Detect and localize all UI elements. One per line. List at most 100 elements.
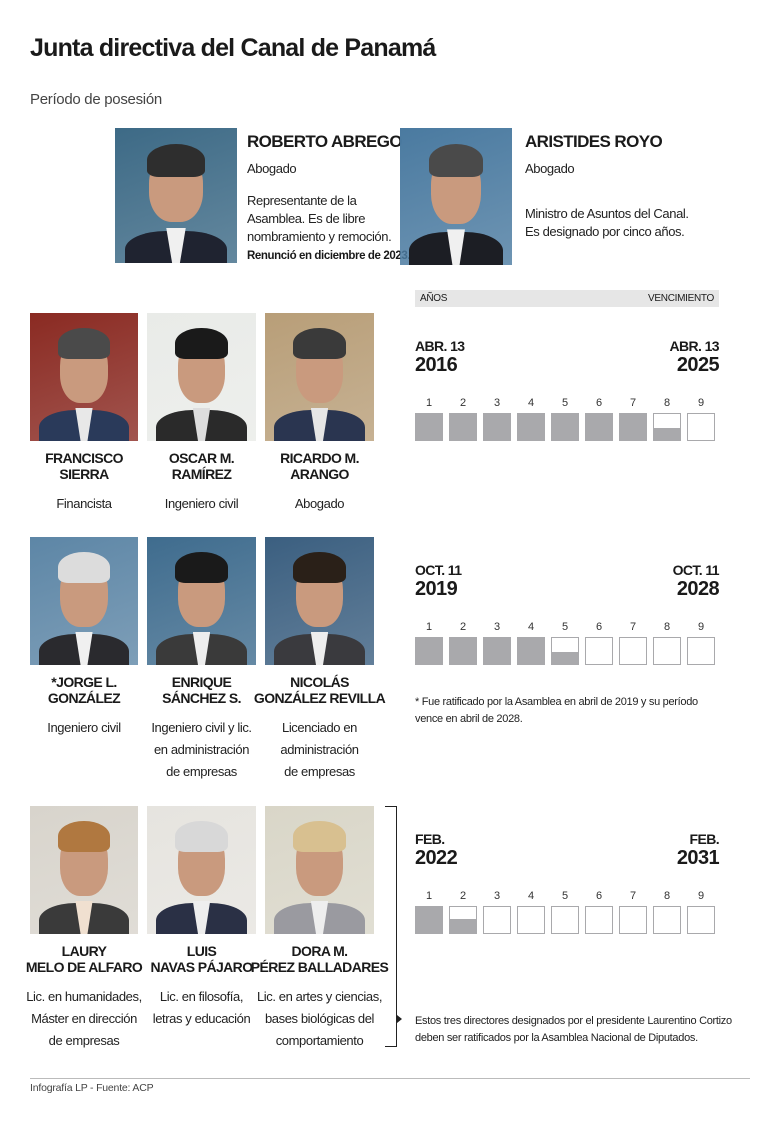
member-role: Financista: [14, 493, 154, 515]
shirt-shape: [310, 631, 329, 665]
year-number: 7: [629, 397, 637, 409]
role-line: Lic. en filosofía,: [159, 989, 244, 1004]
hair-shape: [175, 328, 228, 360]
shirt-shape: [192, 631, 211, 665]
hair-shape: [175, 552, 228, 584]
year-number: 6: [595, 621, 603, 633]
year-number: 3: [493, 397, 501, 409]
name-line: RICARDO M.: [280, 450, 359, 466]
year-number: 6: [595, 397, 603, 409]
year-progress-fill: [586, 414, 612, 440]
start-year: 2019: [415, 578, 458, 600]
page-title: Junta directiva del Canal de Panamá: [30, 34, 436, 62]
role-line: Licenciado en: [281, 720, 358, 735]
bracket-arrow-icon: [397, 1015, 402, 1023]
member-role: Abogado: [525, 161, 575, 176]
name-line: MELO DE ALFARO: [25, 959, 143, 975]
photo-roberto-abrego: [115, 128, 237, 263]
year-number: 9: [697, 890, 705, 902]
end-month: FEB.: [689, 831, 720, 847]
role-line: en administración: [153, 742, 250, 757]
year-progress-box: [619, 906, 647, 934]
member-name: *JORGE L. GONZÁLEZ: [14, 674, 154, 706]
member-name: ROBERTO ABREGO: [247, 132, 403, 151]
role-line: Ingeniero civil: [164, 496, 239, 511]
name-line: GONZÁLEZ REVILLA: [253, 690, 386, 706]
year-progress-box: [551, 637, 579, 665]
member-description: Ministro de Asuntos del Canal. Es design…: [525, 206, 689, 239]
name-line: RAMÍREZ: [171, 466, 232, 482]
group-note: Estos tres directores designados por el …: [415, 1015, 732, 1044]
member-photo: [265, 537, 374, 665]
year-number: 8: [663, 890, 671, 902]
member-photo: [147, 806, 256, 934]
name-line: LUIS: [186, 943, 217, 959]
role-line: Ingeniero civil y lic.: [151, 720, 252, 735]
year-progress-box: [687, 413, 715, 441]
role-line: Ingeniero civil: [47, 720, 121, 735]
member-role: Abogado: [250, 493, 390, 515]
name-line: NICOLÁS: [290, 674, 349, 690]
year-number: 7: [629, 890, 637, 902]
role-line: Lic. en humanidades,: [26, 989, 142, 1004]
term-end: FEB. 2031: [676, 831, 720, 869]
year-progress-box: [687, 906, 715, 934]
shirt-shape: [447, 229, 465, 265]
year-progress-box: [517, 637, 545, 665]
member-role: Ingeniero civil: [132, 493, 272, 515]
member-role: Ingeniero civil: [14, 717, 154, 739]
member-name: ENRIQUE SÁNCHEZ S.: [132, 674, 272, 706]
member-photo: [30, 806, 138, 934]
year-number: 4: [527, 890, 535, 902]
name-line: DORA M.: [291, 943, 349, 959]
year-progress-box: [653, 413, 681, 441]
year-progress-fill: [450, 918, 476, 933]
end-month: OCT. 11: [672, 562, 720, 578]
year-progress-box: [585, 413, 613, 441]
role-line: administración: [280, 742, 359, 757]
start-month: FEB.: [415, 831, 445, 847]
member-name: LAURY MELO DE ALFARO: [14, 943, 154, 975]
hair-shape: [293, 552, 346, 584]
end-year: 2028: [676, 578, 720, 600]
year-progress-fill: [450, 414, 476, 440]
year-number: 4: [527, 621, 535, 633]
year-number: 3: [493, 621, 501, 633]
shirt-shape: [75, 407, 93, 441]
term-end: OCT. 11 2028: [672, 562, 720, 600]
hair-shape: [146, 144, 206, 177]
shirt-shape: [192, 407, 211, 441]
year-progress-box: [619, 413, 647, 441]
end-month: ABR. 13: [669, 338, 720, 354]
member-role: Lic. en artes y ciencias, bases biológica…: [250, 986, 390, 1052]
year-progress-box: [551, 906, 579, 934]
year-progress-fill: [450, 638, 476, 664]
member-photo: [265, 806, 374, 934]
hair-shape: [429, 144, 483, 178]
role-line: Abogado: [294, 496, 345, 511]
start-month: ABR. 13: [415, 338, 465, 354]
year-number: 1: [425, 397, 433, 409]
name-line: PÉREZ BALLADARES: [250, 959, 389, 975]
member-role: Lic. en humanidades, Máster en dirección d…: [14, 986, 154, 1052]
term-end: ABR. 13 2025: [669, 338, 720, 376]
member-photo: [147, 537, 256, 665]
year-number: 9: [697, 397, 705, 409]
year-number: 1: [425, 890, 433, 902]
year-progress-box: [653, 637, 681, 665]
end-year: 2031: [676, 847, 720, 869]
year-number: 5: [561, 397, 569, 409]
role-line: letras y educación: [152, 1011, 251, 1026]
group-bracket: [385, 806, 397, 1047]
year-progress-box: [585, 637, 613, 665]
role-line: de empresas: [166, 764, 237, 779]
year-progress-fill: [654, 428, 680, 440]
hair-shape: [175, 821, 228, 853]
member-name: NICOLÁS GONZÁLEZ REVILLA: [250, 674, 390, 706]
role-line: Máster en dirección: [31, 1011, 137, 1026]
footer-divider: [30, 1078, 750, 1079]
member-name: RICARDO M. ARANGO: [250, 450, 390, 482]
year-progress-box: [585, 906, 613, 934]
year-number: 9: [697, 621, 705, 633]
year-progress-fill: [620, 414, 646, 440]
